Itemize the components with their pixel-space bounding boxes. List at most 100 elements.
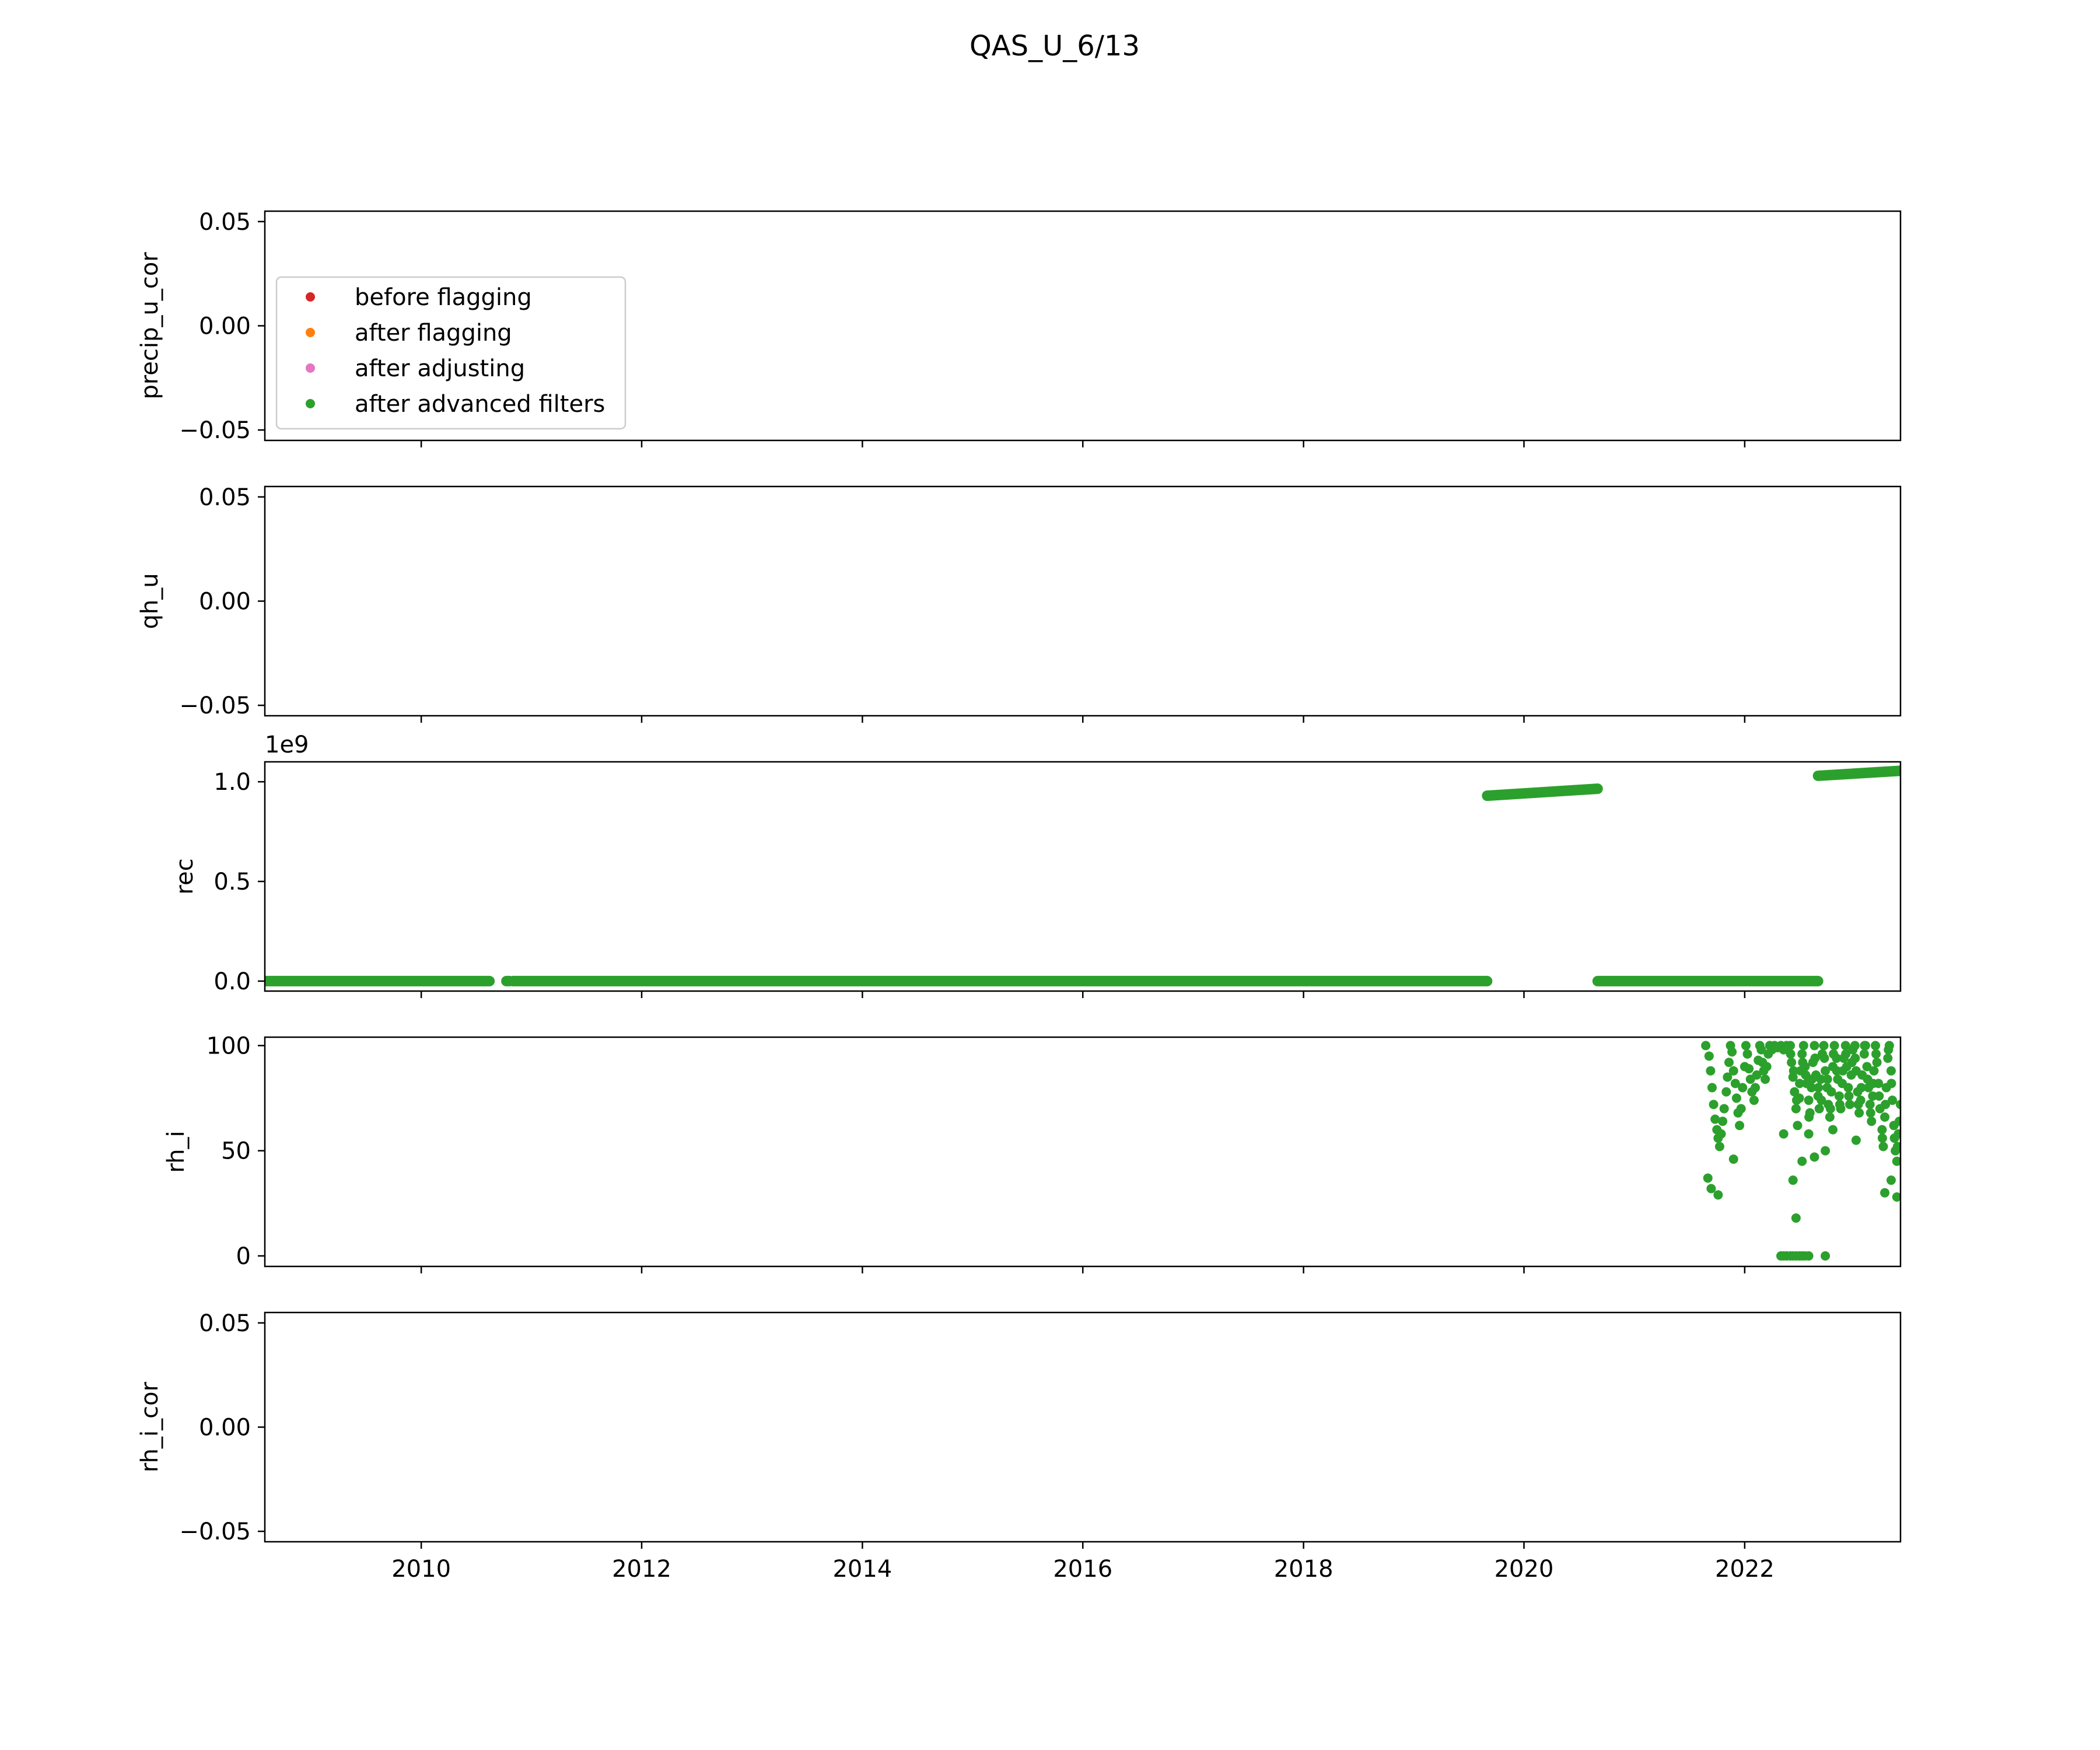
data-point	[1886, 1175, 1896, 1185]
data-point	[1797, 1049, 1807, 1059]
data-point	[1859, 1049, 1869, 1059]
x-tick-label: 2014	[832, 1556, 892, 1583]
data-point	[1829, 1041, 1839, 1051]
data-point	[1877, 1125, 1887, 1135]
data-point	[1866, 1108, 1875, 1118]
data-point	[1779, 1129, 1788, 1139]
data-point	[1714, 1142, 1724, 1152]
data-point	[1840, 1041, 1850, 1051]
legend-label: before flagging	[355, 284, 532, 311]
data-point	[1706, 1066, 1716, 1076]
axes-frame	[264, 1311, 1902, 1543]
data-point	[1793, 1121, 1803, 1130]
data-point	[1704, 1051, 1714, 1061]
data-point	[1819, 1054, 1829, 1063]
data-point	[1736, 1104, 1746, 1114]
data-point	[1807, 1083, 1817, 1093]
data-point	[1710, 1114, 1720, 1124]
y-tick-label: −0.05	[179, 1518, 251, 1545]
data-point	[1869, 1066, 1879, 1076]
data-point	[1788, 1066, 1798, 1076]
data-point	[1819, 1041, 1829, 1051]
data-point	[1786, 1049, 1796, 1059]
data-point	[1896, 1100, 1901, 1110]
data-point	[1878, 1142, 1888, 1152]
y-tick-label: 0.5	[214, 869, 251, 895]
legend-frame	[275, 276, 626, 430]
data-point	[1804, 1096, 1814, 1105]
data-point	[1756, 1045, 1766, 1055]
data-point	[1735, 1121, 1745, 1130]
y-axis-label: rh_i_cor	[136, 1381, 163, 1472]
data-point	[1810, 1054, 1820, 1063]
x-tick-label: 2010	[391, 1556, 451, 1583]
data-point	[1822, 1074, 1832, 1084]
data-point	[1817, 1096, 1826, 1105]
data-point	[1880, 1112, 1890, 1122]
data-point	[1860, 1041, 1870, 1051]
data-layer	[1701, 1041, 1901, 1261]
data-point	[1706, 1184, 1716, 1194]
data-point	[1845, 1100, 1855, 1110]
data-point	[1880, 1188, 1890, 1198]
y-axis-label: precip_u_cor	[136, 252, 163, 400]
data-point	[1742, 1049, 1752, 1059]
data-point	[1788, 1175, 1798, 1185]
data-point	[1892, 1142, 1901, 1152]
data-point	[1850, 1054, 1860, 1063]
data-point	[1883, 1054, 1893, 1063]
data-point	[1835, 1100, 1845, 1110]
y-axis-label: rec	[172, 858, 198, 894]
legend-item: after adjusting	[306, 355, 525, 382]
data-point	[1841, 1049, 1851, 1059]
y-tick-label: 50	[221, 1138, 251, 1165]
data-point	[1844, 1091, 1854, 1101]
x-tick-label: 2016	[1053, 1556, 1112, 1583]
data-point	[1828, 1125, 1838, 1135]
data-point	[1760, 1074, 1770, 1084]
data-point	[1851, 1135, 1861, 1145]
data-point	[1738, 1083, 1748, 1093]
data-point	[1786, 1041, 1796, 1051]
data-point	[1728, 1066, 1738, 1076]
data-point	[1723, 1072, 1732, 1082]
data-point	[1790, 1087, 1800, 1097]
data-point	[1797, 1156, 1807, 1166]
data-point	[1804, 1251, 1814, 1261]
data-point	[1892, 1156, 1901, 1166]
data-point	[1807, 1074, 1817, 1084]
x-tick-label: 2020	[1494, 1556, 1554, 1583]
y-tick-label: 0.00	[199, 1415, 251, 1441]
y-tick-label: −0.05	[179, 692, 251, 719]
data-point	[1762, 1062, 1772, 1072]
data-point	[1744, 1064, 1754, 1074]
data-point	[1871, 1049, 1881, 1059]
y-tick-label: 0	[236, 1243, 251, 1270]
data-point	[1791, 1096, 1801, 1105]
data-point	[1881, 1100, 1891, 1110]
data-point	[1713, 1190, 1723, 1200]
legend-marker	[306, 292, 315, 302]
data-point	[1810, 1152, 1819, 1162]
y-tick-label: 0.05	[199, 209, 251, 236]
panels: −0.05 0.00 0.05 precip_u_cor −0.050.000.05qh…	[136, 209, 1902, 1583]
data-point	[1874, 1091, 1884, 1101]
data-point	[1850, 1041, 1860, 1051]
axes-frame	[264, 761, 1902, 992]
data-point	[1856, 1083, 1866, 1093]
data-point	[1887, 1079, 1896, 1088]
x-tick-label: 2018	[1274, 1556, 1334, 1583]
data-point	[1862, 1062, 1872, 1072]
data-point	[1825, 1104, 1835, 1114]
data-point	[1804, 1129, 1814, 1139]
panel-rec: 0.0 0.5 1.0 rec 1e9	[172, 732, 1902, 998]
data-point	[1703, 1173, 1713, 1183]
y-tick-label: 1.0	[214, 769, 251, 796]
data-point	[1814, 1083, 1824, 1093]
legend: before flagging after flagging after adjus…	[275, 276, 626, 430]
panel-qh-u: −0.05 0.00 0.05 qh_u	[136, 484, 1902, 723]
data-point	[1821, 1251, 1831, 1261]
data-point	[1798, 1058, 1808, 1068]
data-point	[1838, 1066, 1848, 1076]
data-point	[1804, 1112, 1814, 1122]
